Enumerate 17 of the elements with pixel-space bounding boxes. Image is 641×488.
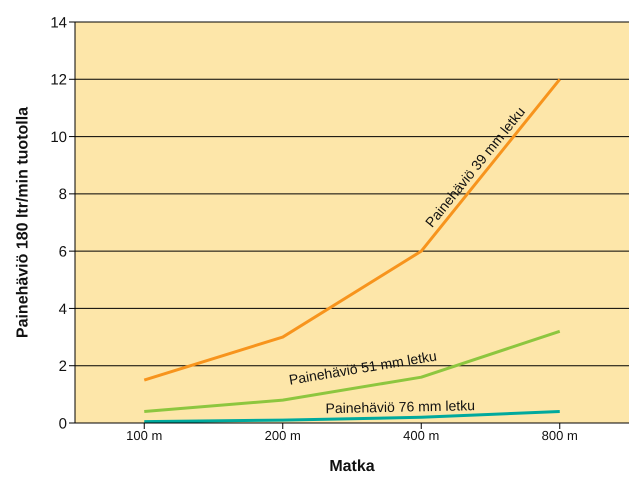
x-tick-label: 400 m bbox=[403, 428, 440, 444]
y-tick-label: 2 bbox=[58, 358, 67, 376]
text: Painehäviö 51 mm letku bbox=[288, 348, 438, 388]
line-series bbox=[142, 330, 562, 414]
y-tick-label: 12 bbox=[50, 72, 67, 89]
x-axis-title: Matka bbox=[329, 458, 375, 475]
x-tick-label: 200 m bbox=[264, 428, 301, 444]
series-label: Painehäviö 76 mm letku bbox=[325, 397, 476, 416]
y-tick-label: 14 bbox=[50, 14, 67, 32]
x-tick-label: 800 m bbox=[542, 428, 578, 444]
y-tick-label: 10 bbox=[50, 128, 67, 146]
y-axis-title: Painehäviö 180 ltr/min tuotolla bbox=[14, 106, 32, 338]
y-tick-label: 8 bbox=[58, 186, 67, 204]
y-tick-label: 0 bbox=[58, 415, 67, 432]
x-tick-label: 100 m bbox=[126, 428, 162, 444]
y-tick-label: 4 bbox=[58, 300, 67, 318]
y-tick-label: 6 bbox=[58, 243, 67, 260]
